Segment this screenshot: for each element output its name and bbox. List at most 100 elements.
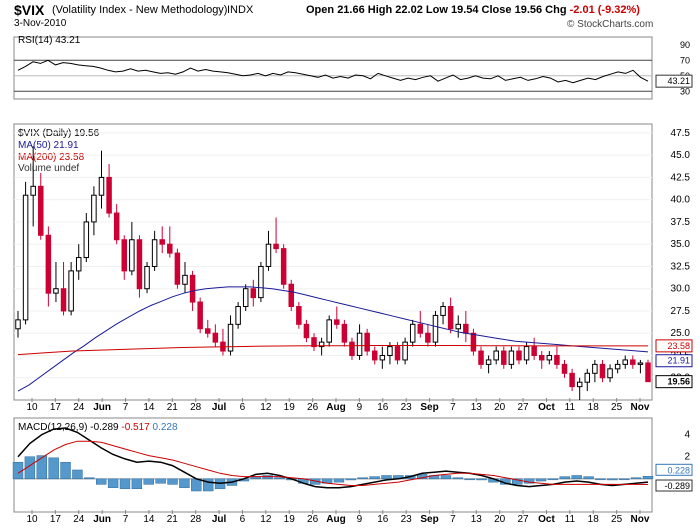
x-tick-label: 28 — [190, 402, 202, 413]
hist-value-label: 0.228 — [667, 465, 690, 475]
price-tick-label: 27.5 — [671, 306, 691, 317]
candle-body — [607, 368, 613, 379]
rsi-current-label: 43.21 — [667, 76, 690, 86]
x-tick-label: 24 — [73, 514, 85, 525]
candle-body — [258, 265, 264, 299]
open-value: 21.66 — [337, 4, 365, 16]
candle-body — [379, 354, 386, 361]
x-tick-label: Sep — [420, 514, 438, 525]
candle-body — [425, 332, 431, 343]
candle-body — [501, 350, 507, 365]
candle-body — [599, 363, 606, 379]
macd-legend-label: MACD(12,26,9) — [18, 422, 87, 433]
candle-body — [167, 243, 173, 254]
candle-body — [334, 319, 340, 325]
macd-tick-label: 2 — [684, 452, 690, 463]
x-tick-label: Sep — [420, 402, 438, 413]
macd-hist-bar — [571, 475, 582, 480]
ma200-value-box — [655, 339, 693, 353]
candle-body — [113, 212, 120, 241]
price-tick-label: 30.0 — [671, 284, 691, 295]
rsi-line — [17, 59, 649, 84]
candle-body — [576, 381, 583, 388]
ma50-value-label: 21.91 — [667, 356, 690, 366]
macd-hist-bar — [274, 477, 285, 480]
x-tick-label: Oct — [538, 402, 555, 413]
candle-body — [53, 288, 59, 294]
x-tick-label: Jun — [93, 402, 111, 413]
candle-body — [83, 221, 90, 259]
candle-body — [235, 306, 241, 325]
candle-body — [197, 301, 203, 330]
macd-hist-bar — [369, 476, 380, 480]
low-label: Low — [425, 4, 448, 16]
price-frame — [13, 123, 653, 401]
ma200-value-label: 23.58 — [667, 341, 690, 351]
x-tick-label: 10 — [26, 514, 38, 525]
macd-hist-bar — [333, 478, 345, 483]
x-tick-label: Jul — [212, 402, 227, 413]
candle-body — [432, 314, 439, 343]
x-tick-label: 6 — [240, 402, 246, 413]
macd-hist-bar — [464, 478, 475, 481]
ma50-value-box — [655, 354, 693, 368]
macd-hist-bar — [630, 477, 642, 480]
candle-body — [614, 363, 621, 370]
candle-body — [561, 363, 568, 374]
candle-body — [159, 239, 165, 245]
macd-hist-bar — [131, 478, 143, 490]
candle-body — [129, 239, 135, 272]
macd-hist-bar — [452, 477, 464, 480]
candle-body — [212, 332, 219, 343]
candle-body — [485, 359, 492, 365]
candle-body — [417, 323, 424, 334]
exchange-label: INDX — [227, 4, 254, 16]
x-tick-label: 16 — [377, 402, 389, 413]
candle-body — [311, 337, 317, 348]
macd-legend: MACD(12,26,9) -0.289 -0.517 0.228 — [18, 422, 178, 433]
macd-line — [17, 427, 649, 489]
candle-body — [205, 328, 211, 334]
candle-body — [136, 239, 143, 290]
macd-hist-bar — [583, 476, 594, 480]
price-tick-label: 42.5 — [671, 172, 691, 183]
candle-body — [296, 306, 302, 325]
candle-body — [91, 194, 97, 223]
high-label: High — [367, 4, 393, 16]
macd-hist-bar — [642, 476, 654, 480]
candle-body — [440, 306, 446, 316]
symbol-title: $VIX — [14, 2, 45, 18]
stockcharts-credit: © StockCharts.com — [567, 19, 654, 30]
price-tick-label: 35.0 — [671, 239, 691, 250]
candle-body — [144, 265, 150, 290]
candle-body — [584, 372, 591, 383]
x-tick-label: 20 — [494, 402, 506, 413]
x-tick-label: 24 — [73, 402, 85, 413]
candle-body — [402, 341, 408, 361]
x-tick-label: 23 — [401, 402, 413, 413]
x-tick-label: 7 — [450, 514, 456, 525]
macd-hist-bar — [619, 478, 630, 481]
x-tick-label: Nov — [631, 402, 650, 413]
macd-hist-bar — [48, 457, 59, 480]
candle-body — [645, 362, 651, 383]
ohlc-summary: Open 21.66 High 22.02 Low 19.54 Close 19… — [306, 4, 640, 16]
rsi-legend: RSI(14) 43.21 — [18, 35, 81, 46]
candle-body — [303, 323, 310, 339]
ma200-legend: MA(200) 23.58 — [18, 152, 85, 163]
macd-frame — [13, 417, 653, 513]
x-tick-label: 16 — [377, 514, 389, 525]
macd-hist-bar — [24, 456, 36, 480]
macd-hist-bar — [179, 478, 190, 488]
x-tick-label: 21 — [167, 514, 179, 525]
candle-body — [68, 270, 74, 312]
volume-legend: Volume undef — [18, 163, 79, 174]
candle-body — [288, 283, 295, 308]
price-tick-label: 25.0 — [671, 328, 691, 339]
candle-body — [508, 350, 515, 365]
candle-body — [151, 239, 158, 267]
candle-body — [189, 274, 196, 303]
rsi-panel: RSI(14) 43.21 9070503043.21 — [13, 35, 693, 100]
rsi-tick-label: 90 — [680, 40, 690, 50]
candle-body — [349, 341, 355, 356]
